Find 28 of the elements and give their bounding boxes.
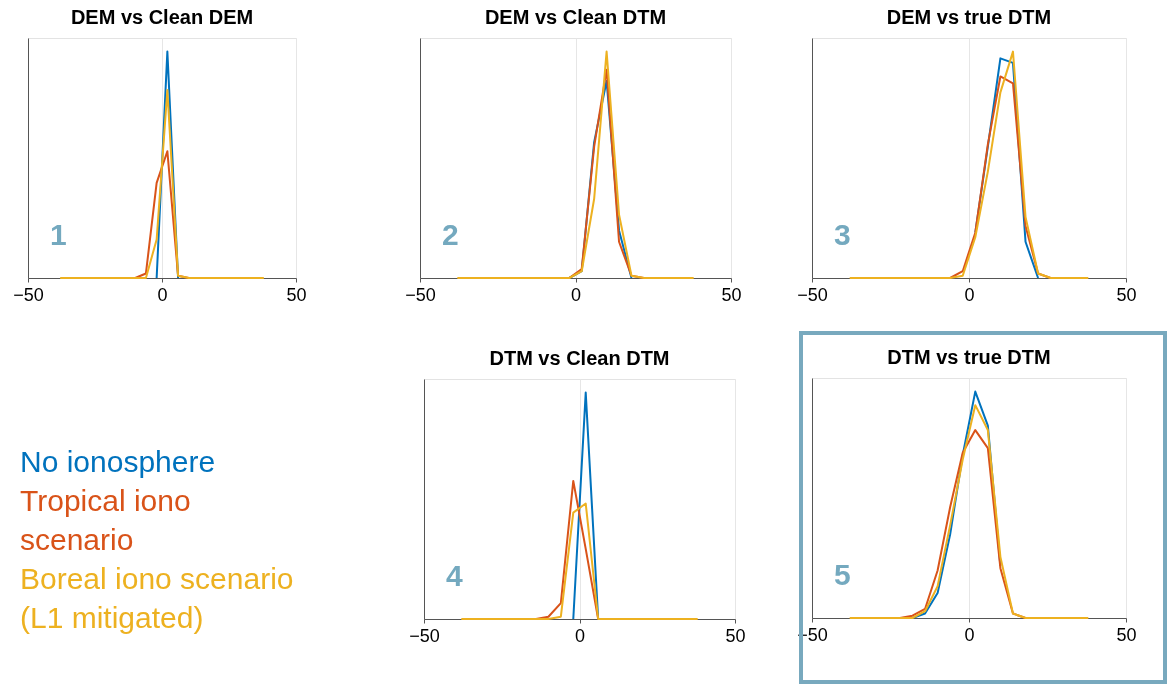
x-tick-label: 50 (286, 284, 307, 305)
chart-title: DEM vs true DTM (886, 6, 1052, 28)
x-tick-label: 0 (964, 284, 975, 305)
text: Tropical iono scenario (20, 484, 191, 556)
x-tick-label: 50 (725, 625, 746, 646)
x-tick-label: 50 (1116, 284, 1137, 305)
x-tick-label: −50 (405, 284, 436, 305)
x-tick-label: −50 (13, 284, 44, 305)
text: Boreal iono scenario (L1 mitigated) (20, 562, 294, 634)
x-tick-label: −50 (409, 625, 440, 646)
annotation: 3 (834, 218, 851, 251)
annotation: 5 (834, 558, 851, 591)
x-tick-label: 0 (570, 284, 582, 305)
x-tick-label: −50 (797, 284, 828, 305)
x-tick-label: 50 (721, 284, 742, 305)
x-tick-label: 0 (964, 624, 975, 645)
x-tick-label: 0 (574, 625, 586, 646)
chart-title: DEM vs Clean DEM (70, 6, 254, 28)
x-tick-label: 50 (1116, 624, 1137, 645)
annotation: 4 (446, 559, 463, 592)
annotation: 1 (50, 218, 67, 251)
chart-title: DEM vs Clean DTM (484, 6, 667, 28)
annotation: 2 (442, 218, 459, 251)
chart-title: DTM vs true DTM (887, 346, 1051, 368)
x-tick-label: 0 (157, 284, 168, 305)
text: No ionosphere (20, 445, 216, 478)
chart-title: DTM vs Clean DTM (489, 347, 670, 369)
x-tick-label: −50 (797, 624, 828, 645)
